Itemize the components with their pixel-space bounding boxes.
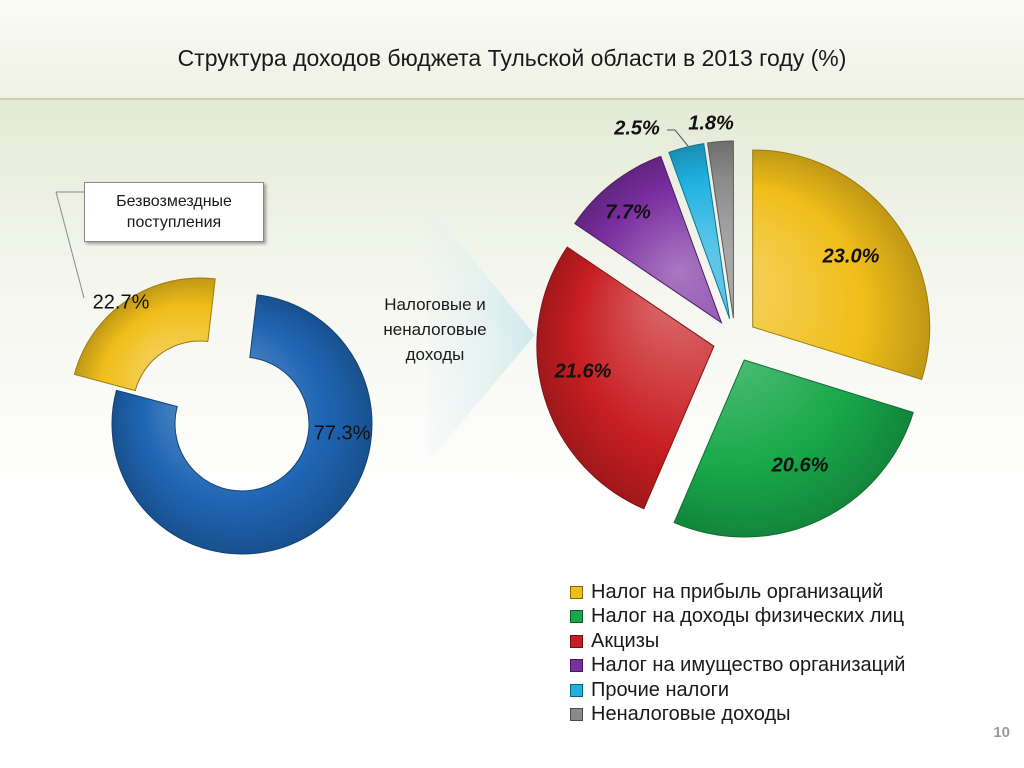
pie-slice-прочие-налоги: [668, 143, 731, 319]
callout-leader-line-diagonal: [55, 191, 85, 299]
pie-data-label-6: 1.8%: [688, 112, 734, 134]
pie-chart: 23.0% 20.6% 21.6% 7.7% 2.5% 1.8%: [536, 112, 931, 538]
donut-chart: 22.7% 77.3%: [73, 277, 373, 555]
legend-swatch: [570, 585, 583, 599]
pie-slice-акцизы: [536, 246, 715, 510]
pie-data-label-5: 2.5%: [613, 117, 660, 139]
donut-data-label-1: 22.7%: [93, 291, 150, 313]
pie-slice-налог-на-имущество-организаций: [574, 155, 723, 324]
small-labels-leader-line: [667, 129, 689, 147]
donut-segment-2: [111, 294, 373, 555]
legend-label: Налог на доходы физических лиц: [591, 605, 905, 628]
legend-label: Налог на имущество организаций: [591, 654, 906, 677]
legend-item-3: Акцизы: [570, 629, 1010, 654]
callout-label: Безвозмездные поступления: [116, 193, 232, 231]
pie-data-label-1: 23.0%: [822, 245, 880, 267]
flow-arrow: [428, 205, 535, 462]
pie-slice-налог-на-доходы-физических-лиц: [673, 359, 914, 538]
legend-item-4: Налог на имущество организаций: [570, 654, 1010, 679]
legend-label: Акцизы: [591, 629, 660, 652]
pie-data-label-4: 7.7%: [605, 201, 651, 223]
legend-item-1: Налог на прибыль организаций: [570, 580, 1010, 605]
center-label-tax-revenue: Налоговые и неналоговые доходы: [383, 295, 487, 364]
legend-item-6: Неналоговые доходы: [570, 703, 1010, 728]
legend-swatch: [570, 634, 583, 648]
legend-item-5: Прочие налоги: [570, 678, 1010, 703]
donut-data-label-2: 77.3%: [314, 422, 371, 444]
pie-data-label-3: 21.6%: [554, 360, 612, 382]
legend-swatch: [570, 610, 583, 624]
callout-gratuitous-receipts: Безвозмездные поступления: [84, 182, 264, 242]
pie-slice-неналоговые-доходы: [706, 140, 734, 319]
legend-swatch: [570, 659, 583, 673]
legend-item-2: Налог на доходы физических лиц: [570, 605, 1010, 630]
legend: Налог на прибыль организаций Налог на дох…: [570, 580, 1010, 727]
legend-label: Неналоговые доходы: [591, 703, 791, 726]
pie-slice-налог-на-прибыль-организаций: [752, 149, 931, 381]
legend-label: Налог на прибыль организаций: [591, 580, 884, 603]
page-number: 10: [993, 724, 1010, 741]
donut-segment-1: [73, 277, 216, 392]
slide-title: Структура доходов бюджета Тульской облас…: [177, 45, 847, 71]
slide-header: [0, 0, 1024, 100]
pie-data-label-2: 20.6%: [771, 454, 829, 476]
legend-label: Прочие налоги: [591, 678, 730, 701]
legend-swatch: [570, 683, 583, 697]
legend-swatch: [570, 708, 583, 722]
